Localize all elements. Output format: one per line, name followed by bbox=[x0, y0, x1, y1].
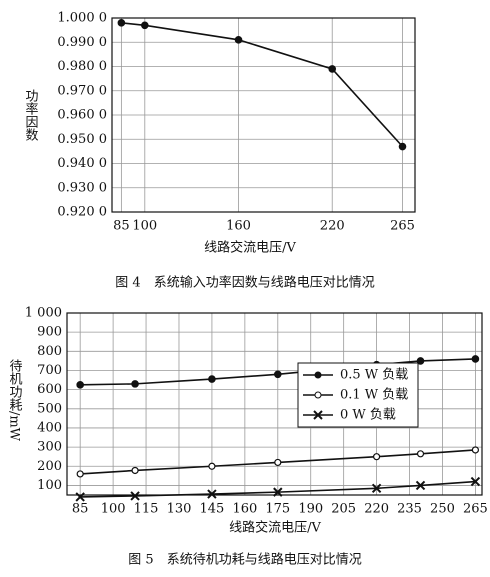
legend-marker bbox=[313, 410, 323, 420]
marker bbox=[131, 380, 139, 388]
legend-marker bbox=[314, 391, 322, 399]
marker bbox=[416, 450, 425, 458]
plot-frame bbox=[111, 17, 416, 213]
marker bbox=[471, 446, 480, 454]
marker bbox=[471, 355, 480, 363]
x-axis-label: 线路交流电压/V bbox=[204, 240, 296, 256]
x-tick-label: 130 bbox=[167, 502, 192, 517]
x-tick-label: 160 bbox=[226, 219, 251, 234]
marker bbox=[207, 489, 217, 499]
legend-label: 0 W 负载 bbox=[340, 408, 396, 423]
y-tick-label: 0.980 0 bbox=[57, 59, 107, 74]
y-tick-label: 100 bbox=[37, 478, 62, 493]
y-tick-label: 0.990 0 bbox=[57, 35, 107, 50]
legend-label: 0.1 W 负载 bbox=[340, 388, 408, 403]
y-tick-label: 800 bbox=[37, 344, 62, 359]
marker bbox=[208, 375, 216, 383]
marker bbox=[131, 466, 139, 475]
marker bbox=[208, 462, 216, 470]
x-tick-label: 250 bbox=[430, 502, 455, 517]
x-tick-label: 220 bbox=[320, 219, 345, 234]
y-tick-label: 1.000 0 bbox=[57, 11, 107, 26]
marker bbox=[328, 65, 337, 73]
marker bbox=[76, 381, 84, 389]
marker bbox=[76, 470, 84, 478]
series-line bbox=[121, 22, 404, 148]
marker bbox=[273, 370, 282, 379]
x-tick-label: 190 bbox=[298, 502, 323, 517]
caption: 图 5 系统待机功耗与线路电压对比情况 bbox=[128, 552, 361, 568]
legend-label: 0.5 W 负载 bbox=[340, 368, 408, 383]
marker bbox=[398, 142, 407, 151]
y-tick-label: 0.920 0 bbox=[57, 205, 107, 220]
marker bbox=[415, 480, 426, 491]
y-tick-label: 200 bbox=[37, 459, 62, 474]
y-tick-label: 700 bbox=[37, 363, 62, 378]
x-tick-label: 220 bbox=[364, 502, 389, 517]
x-tick-label: 100 bbox=[101, 502, 126, 517]
marker bbox=[416, 357, 425, 365]
y-tick-label: 900 bbox=[37, 325, 62, 340]
plot-frame bbox=[66, 312, 483, 496]
marker bbox=[373, 453, 381, 461]
x-tick-label: 145 bbox=[200, 502, 225, 517]
x-tick-label: 265 bbox=[463, 502, 488, 517]
x-tick-label: 115 bbox=[134, 502, 159, 517]
x-tick-label: 175 bbox=[265, 502, 290, 517]
x-tick-label: 100 bbox=[132, 219, 157, 234]
y-axis-label: 待机功耗/mW bbox=[7, 359, 23, 442]
x-axis-label: 线路交流电压/V bbox=[229, 520, 321, 536]
y-tick-label: 0.940 0 bbox=[57, 156, 107, 171]
marker bbox=[234, 36, 243, 44]
x-tick-label: 85 bbox=[72, 502, 89, 517]
marker bbox=[274, 458, 282, 467]
marker bbox=[371, 483, 382, 494]
y-tick-label: 0.970 0 bbox=[57, 83, 107, 98]
x-tick-label: 85 bbox=[113, 219, 130, 234]
x-tick-label: 160 bbox=[232, 502, 257, 517]
legend-marker bbox=[314, 371, 322, 379]
y-tick-label: 0.950 0 bbox=[57, 132, 107, 147]
marker bbox=[140, 21, 149, 30]
y-tick-label: 0.930 0 bbox=[57, 180, 107, 195]
y-tick-label: 600 bbox=[37, 382, 62, 397]
y-tick-label: 300 bbox=[37, 440, 62, 455]
marker bbox=[117, 19, 126, 27]
y-tick-label: 1 000 bbox=[25, 306, 62, 321]
marker bbox=[273, 487, 283, 497]
marker bbox=[75, 492, 85, 502]
caption: 图 4 系统输入功率因数与线路电压对比情况 bbox=[115, 275, 374, 291]
y-tick-label: 500 bbox=[37, 401, 62, 416]
x-tick-label: 205 bbox=[331, 502, 356, 517]
y-tick-label: 400 bbox=[37, 420, 62, 435]
y-axis-label: 功率因数 bbox=[23, 89, 39, 141]
marker bbox=[470, 476, 481, 487]
marker bbox=[130, 491, 140, 501]
x-tick-label: 235 bbox=[397, 502, 422, 517]
y-tick-label: 0.960 0 bbox=[57, 108, 107, 123]
x-tick-label: 265 bbox=[390, 219, 415, 234]
